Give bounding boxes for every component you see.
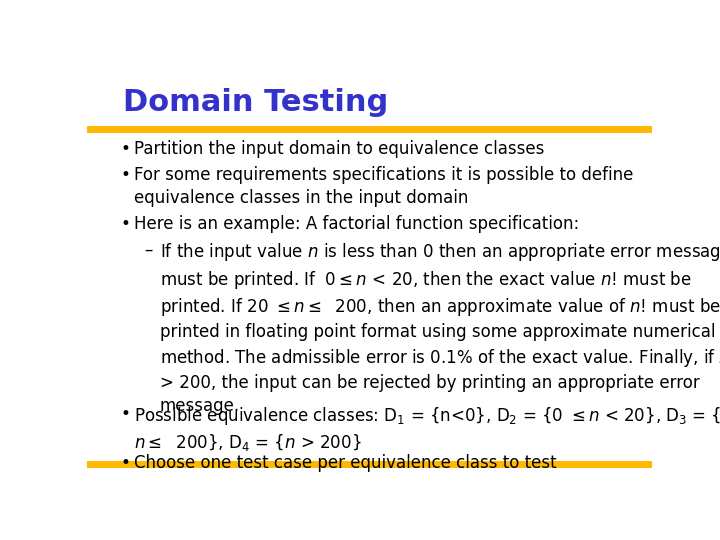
Text: Choose one test case per equivalence class to test: Choose one test case per equivalence cla… bbox=[133, 454, 556, 471]
Text: •: • bbox=[121, 404, 130, 422]
Text: Here is an example: A factorial function specification:: Here is an example: A factorial function… bbox=[133, 215, 579, 233]
Text: –: – bbox=[145, 241, 153, 259]
Text: •: • bbox=[121, 454, 130, 471]
Text: If the input value $n$ is less than 0 then an appropriate error message
must be : If the input value $n$ is less than 0 th… bbox=[160, 241, 720, 415]
Text: •: • bbox=[121, 166, 130, 184]
Text: Partition the input domain to equivalence classes: Partition the input domain to equivalenc… bbox=[133, 140, 544, 158]
Text: For some requirements specifications it is possible to define
equivalence classe: For some requirements specifications it … bbox=[133, 166, 633, 207]
Text: Possible equivalence classes: D$_1$ = {n<0}, D$_2$ = {0 $\leq n$ < 20}, D$_3$ = : Possible equivalence classes: D$_1$ = {n… bbox=[133, 404, 720, 453]
Text: •: • bbox=[121, 140, 130, 158]
Text: •: • bbox=[121, 215, 130, 233]
Text: Domain Testing: Domain Testing bbox=[124, 87, 389, 117]
